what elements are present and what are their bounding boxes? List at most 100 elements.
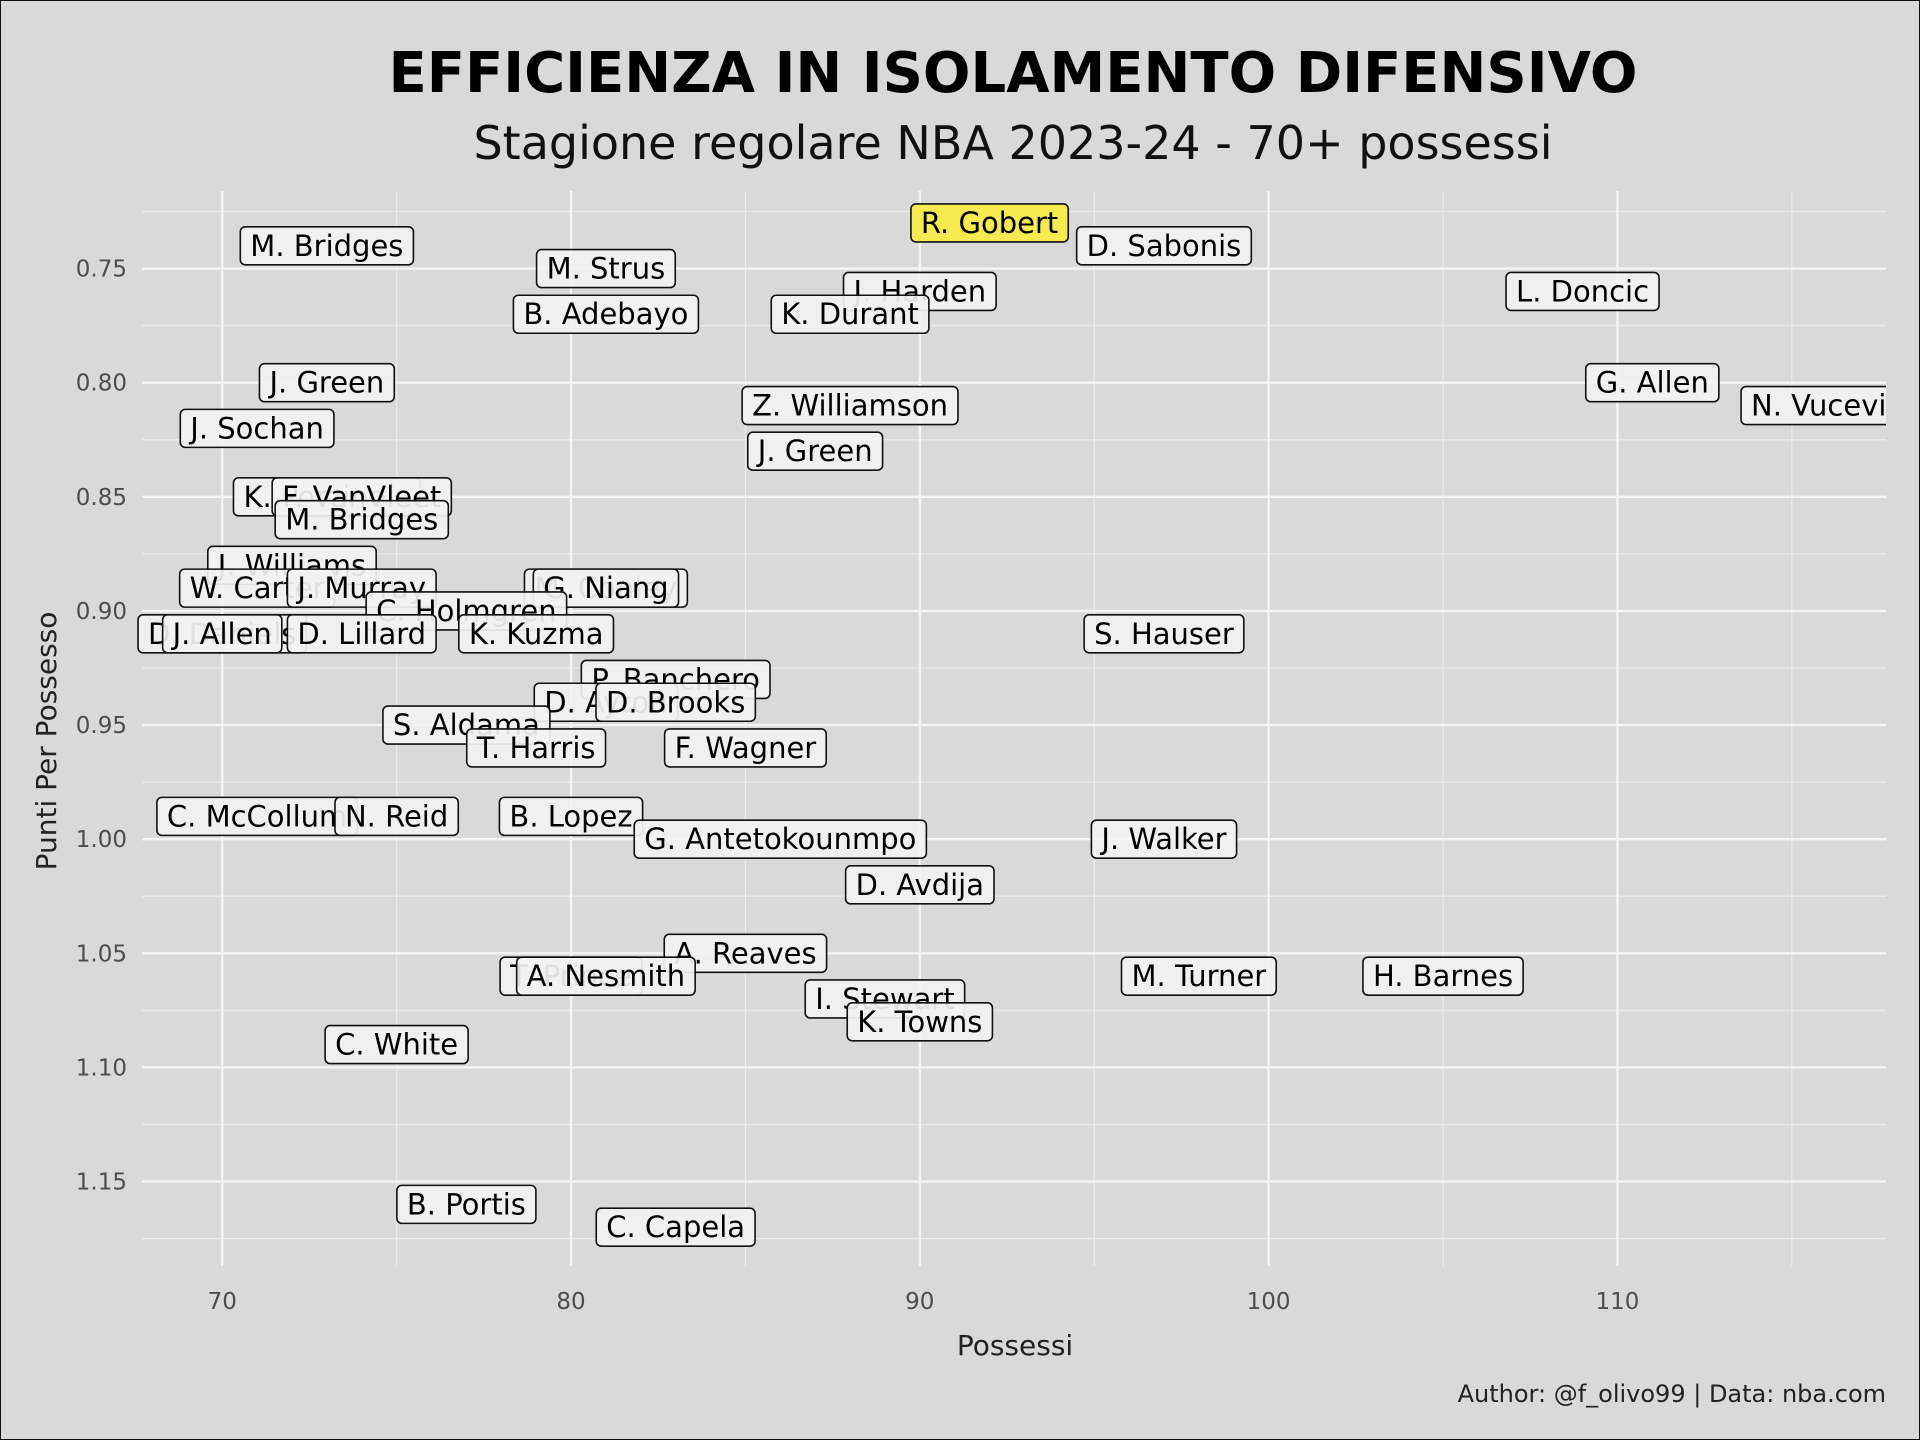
point-label-box bbox=[1075, 225, 1253, 266]
point-label: N. Vucevic bbox=[1740, 385, 1902, 426]
point-label-text: N. Reid bbox=[345, 799, 448, 833]
point-label-text: C. McCollum bbox=[167, 799, 347, 833]
x-axis-title: Possessi bbox=[957, 1329, 1073, 1362]
point-label: T. Harris bbox=[465, 728, 607, 768]
point-label: L. Doncic bbox=[1505, 271, 1660, 312]
point-label-box bbox=[1090, 819, 1238, 859]
point-label-text: G. Allen bbox=[1596, 366, 1709, 400]
point-label: K. Kuzma bbox=[458, 613, 615, 654]
point-label-text: G. Antetokounmpo bbox=[644, 822, 916, 856]
point-label-box bbox=[535, 248, 677, 289]
point-label: A. Nesmith bbox=[515, 956, 696, 996]
point-label-box bbox=[1362, 956, 1524, 996]
point-label-text: J. Allen bbox=[171, 617, 272, 651]
point-label-text: S. Hauser bbox=[1094, 617, 1234, 651]
point-label: G. Allen bbox=[1584, 362, 1720, 403]
y-tick-label: 1.15 bbox=[76, 1170, 127, 1196]
point-label-box bbox=[846, 1001, 994, 1042]
x-tick-label: 80 bbox=[556, 1289, 585, 1315]
point-label: D. Lillard bbox=[286, 613, 437, 654]
point-label: B. Portis bbox=[396, 1184, 537, 1225]
y-tick-label: 0.80 bbox=[76, 371, 127, 397]
point-label-text: J. Walker bbox=[1099, 822, 1226, 856]
point-label-box bbox=[741, 385, 959, 426]
y-tick-label: 1.05 bbox=[76, 941, 127, 967]
point-label-box bbox=[286, 613, 437, 654]
point-label-text: L. Doncic bbox=[1516, 274, 1649, 308]
point-label-text: K. Towns bbox=[857, 1005, 982, 1039]
point-label-box bbox=[746, 431, 884, 471]
point-label-text: T. Harris bbox=[476, 731, 596, 765]
point-label-text: B. Portis bbox=[407, 1187, 526, 1221]
point-label-box bbox=[1120, 956, 1278, 996]
point-label-box bbox=[161, 613, 283, 654]
point-label-box bbox=[274, 499, 450, 540]
point-label-text: B. Adebayo bbox=[523, 297, 688, 331]
data-labels: R. Gobert D. Sabonis M. Bridges M. Strus J. … bbox=[137, 203, 1902, 1247]
point-label: K. Durant bbox=[770, 294, 930, 335]
point-label-box bbox=[532, 568, 680, 608]
point-label: H. Barnes bbox=[1362, 956, 1524, 996]
point-label-text: M. Bridges bbox=[285, 503, 438, 537]
caption: Author: @f_olivo99 | Data: nba.com bbox=[1458, 1380, 1886, 1408]
point-label: Z. Williamson bbox=[741, 385, 959, 426]
point-label-box bbox=[334, 796, 460, 837]
y-tick-label: 0.75 bbox=[76, 257, 127, 283]
point-label: M. Strus bbox=[535, 248, 677, 289]
point-label-box bbox=[515, 956, 696, 996]
point-label-text: K. Durant bbox=[781, 297, 919, 331]
point-label: C. Capela bbox=[595, 1207, 756, 1247]
point-label-box bbox=[258, 362, 396, 403]
point-label-box bbox=[1083, 613, 1245, 654]
x-tick-label: 90 bbox=[905, 1289, 934, 1315]
y-tick-label: 0.95 bbox=[76, 713, 127, 739]
point-label-box bbox=[179, 408, 335, 449]
point-label: C. McCollum bbox=[156, 796, 359, 837]
axis-ticks: 70 80 90 100 110 0.75 0.80 0.85 0.90 0.95 1.00 1.05… bbox=[76, 257, 1640, 1315]
point-label-text: Z. Williamson bbox=[752, 389, 948, 423]
point-label-box bbox=[498, 796, 644, 837]
point-label: G. Antetokounmpo bbox=[633, 819, 928, 859]
x-tick-label: 110 bbox=[1595, 1289, 1639, 1315]
y-tick-label: 0.85 bbox=[76, 485, 127, 511]
point-label: M. Bridges bbox=[274, 499, 450, 540]
point-label-box bbox=[1505, 271, 1660, 312]
point-label-box bbox=[910, 203, 1070, 243]
point-label: J. Green bbox=[746, 431, 884, 471]
x-tick-label: 100 bbox=[1247, 1289, 1291, 1315]
point-label-text: N. Vucevic bbox=[1751, 389, 1902, 423]
point-label-box bbox=[595, 682, 757, 723]
point-label-text: D. Sabonis bbox=[1087, 229, 1242, 263]
point-label-text: R. Gobert bbox=[921, 206, 1058, 240]
point-label-text: M. Turner bbox=[1132, 959, 1267, 993]
point-label-box bbox=[633, 819, 928, 859]
point-label: J. Walker bbox=[1090, 819, 1238, 859]
point-label: C. White bbox=[324, 1024, 469, 1065]
point-label-box bbox=[1584, 362, 1720, 403]
point-label-text: J. Green bbox=[756, 434, 873, 468]
point-label: J. Sochan bbox=[179, 408, 335, 449]
point-label: D. Brooks bbox=[595, 682, 757, 723]
point-label: D. Avdija bbox=[844, 865, 995, 905]
point-label: S. Aldama bbox=[382, 705, 551, 745]
point-label-box bbox=[239, 225, 415, 266]
point-label-box bbox=[396, 1184, 537, 1225]
point-label: G. Niang bbox=[532, 568, 680, 608]
point-label: D. Sabonis bbox=[1075, 225, 1253, 266]
point-label-text: B. Lopez bbox=[509, 799, 632, 833]
y-tick-label: 1.10 bbox=[76, 1055, 127, 1081]
point-label-box bbox=[458, 613, 615, 654]
point-label-text: D. Lillard bbox=[297, 617, 426, 651]
point-label-box bbox=[663, 728, 828, 768]
x-tick-label: 70 bbox=[208, 1289, 237, 1315]
point-label-text: J. Sochan bbox=[188, 411, 324, 445]
y-tick-label: 0.90 bbox=[76, 599, 127, 625]
point-label-text: M. Bridges bbox=[250, 229, 403, 263]
point-label: A. Reaves bbox=[663, 933, 828, 974]
point-label: M. Turner bbox=[1120, 956, 1278, 996]
point-label-box bbox=[465, 728, 607, 768]
point-label-text: H. Barnes bbox=[1373, 959, 1513, 993]
y-tick-label: 1.00 bbox=[76, 827, 127, 853]
